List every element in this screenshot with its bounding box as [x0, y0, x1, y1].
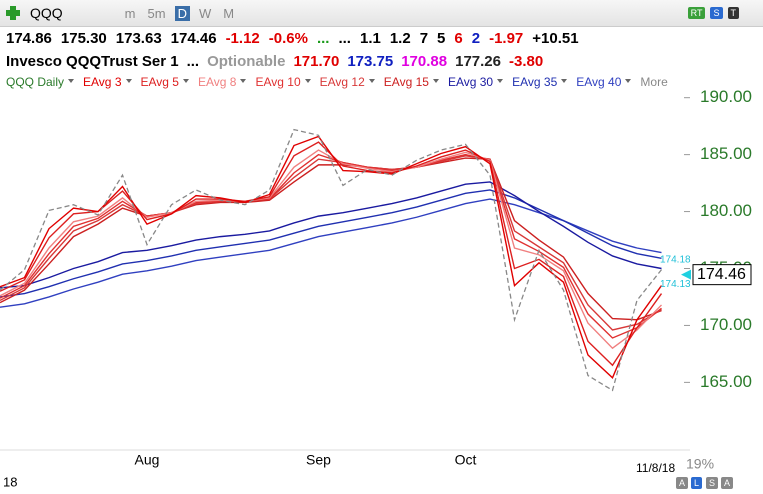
toolbar: QQQ m 5m D W M RT S T — [0, 0, 763, 27]
quote-field: 1.2 — [389, 29, 411, 47]
quote-field: +10.51 — [532, 29, 579, 47]
interval-button[interactable]: m — [124, 5, 136, 21]
toolbar-button[interactable]: RT — [687, 7, 706, 19]
quote-field: 5 — [437, 29, 446, 47]
add-icon[interactable] — [5, 5, 21, 21]
y-tick-label: 165.00 — [700, 372, 752, 391]
legend: QQQ Daily EAvg 3 EAvg 5 EAvg 8 EAvg 10 EAvg 1… — [0, 72, 763, 92]
info-field: 171.70 — [293, 52, 340, 70]
legend-entry[interactable]: QQQ Daily — [6, 75, 74, 89]
quote-field: 174.46 — [170, 29, 217, 47]
series-line — [0, 181, 662, 289]
x-tick-label: Sep — [306, 452, 331, 468]
y-tick-label: 180.00 — [700, 201, 752, 220]
series-line — [0, 141, 663, 367]
series-line — [0, 135, 663, 380]
interval-button[interactable]: 5m — [147, 5, 166, 21]
y-tick-label: 170.00 — [700, 315, 752, 334]
last-value-box — [692, 264, 752, 286]
quote-field: 175.30 — [60, 29, 107, 47]
toolbar-button[interactable]: T — [727, 7, 739, 19]
x-tick-label: Aug — [135, 452, 160, 468]
series-line — [0, 189, 662, 298]
info-row: Invesco QQQTrust Ser 1... Optionable 171.7… — [0, 50, 763, 72]
percent: 19% — [686, 456, 714, 472]
right-buttons: RT S T — [687, 7, 739, 19]
toolbar-button[interactable]: S — [710, 7, 723, 19]
info-field: 173.75 — [347, 52, 394, 70]
legend-entry[interactable]: EAvg 8 — [198, 75, 246, 89]
legend-entry[interactable]: EAvg 35 — [512, 75, 567, 89]
footer-button[interactable]: A — [721, 477, 734, 489]
legend-entry[interactable]: EAvg 30 — [448, 75, 503, 89]
quote-field: -1.97 — [489, 29, 524, 47]
legend-entry[interactable]: EAvg 3 — [83, 75, 131, 89]
symbol[interactable]: QQQ — [30, 5, 63, 21]
series-line — [0, 157, 662, 321]
quote-field: 2 — [471, 29, 481, 47]
interval-button[interactable]: M — [223, 5, 235, 21]
y-tick-label: 185.00 — [700, 144, 752, 163]
y-tick-label: 175.00 — [700, 258, 752, 277]
ma-value-label: 174.18 — [660, 254, 691, 265]
quote-field: ... — [338, 29, 351, 47]
legend-entry[interactable]: EAvg 15 — [384, 75, 439, 89]
info-field: -3.80 — [509, 52, 544, 70]
quote-field: 7 — [419, 29, 429, 47]
info-field: ... — [186, 52, 200, 70]
legend-entry[interactable]: EAvg 5 — [141, 75, 189, 89]
quote-field: -1.12 — [225, 29, 260, 47]
series-line — [0, 153, 662, 339]
quote-field: 174.86 — [6, 29, 52, 47]
ma-value-label: 174.13 — [660, 279, 691, 290]
series-line — [0, 155, 662, 331]
footer-button[interactable]: L — [691, 477, 703, 489]
interval-button[interactable]: W — [198, 5, 212, 21]
last-value-label: 174.46 — [697, 266, 746, 283]
quote-field: 173.63 — [115, 29, 162, 47]
last-value-pointer — [681, 269, 691, 280]
corner-label: 18 — [3, 474, 17, 489]
legend-entry[interactable]: EAvg 10 — [255, 75, 310, 89]
intervals: m 5m D W M — [122, 5, 237, 21]
date-label: 11/8/18 — [636, 461, 675, 475]
info-field: Optionable — [207, 52, 286, 70]
quote-field: ... — [316, 29, 330, 47]
legend-entry[interactable]: EAvg 40 — [576, 75, 631, 89]
series-line — [0, 149, 663, 350]
info-field: 177.26 — [455, 52, 501, 70]
more-button[interactable]: More — [640, 75, 668, 89]
info-field: 170.88 — [401, 52, 448, 70]
series-line — [0, 128, 663, 392]
quote-row: 174.86 175.30 173.63 174.46 -1.12 -0.6%......… — [0, 27, 763, 49]
series-line — [0, 198, 662, 308]
info-field: Invesco QQQTrust Ser 1 — [6, 52, 179, 70]
quote-field: 1.1 — [359, 29, 381, 47]
x-tick-label: Oct — [455, 452, 477, 468]
quote-field: -0.6% — [268, 29, 308, 47]
footer-button[interactable]: S — [706, 477, 719, 489]
legend-entry[interactable]: EAvg 12 — [320, 75, 375, 89]
footer-button[interactable]: A — [676, 477, 689, 489]
interval-button[interactable]: D — [174, 5, 190, 21]
quote-field: 6 — [454, 29, 463, 47]
